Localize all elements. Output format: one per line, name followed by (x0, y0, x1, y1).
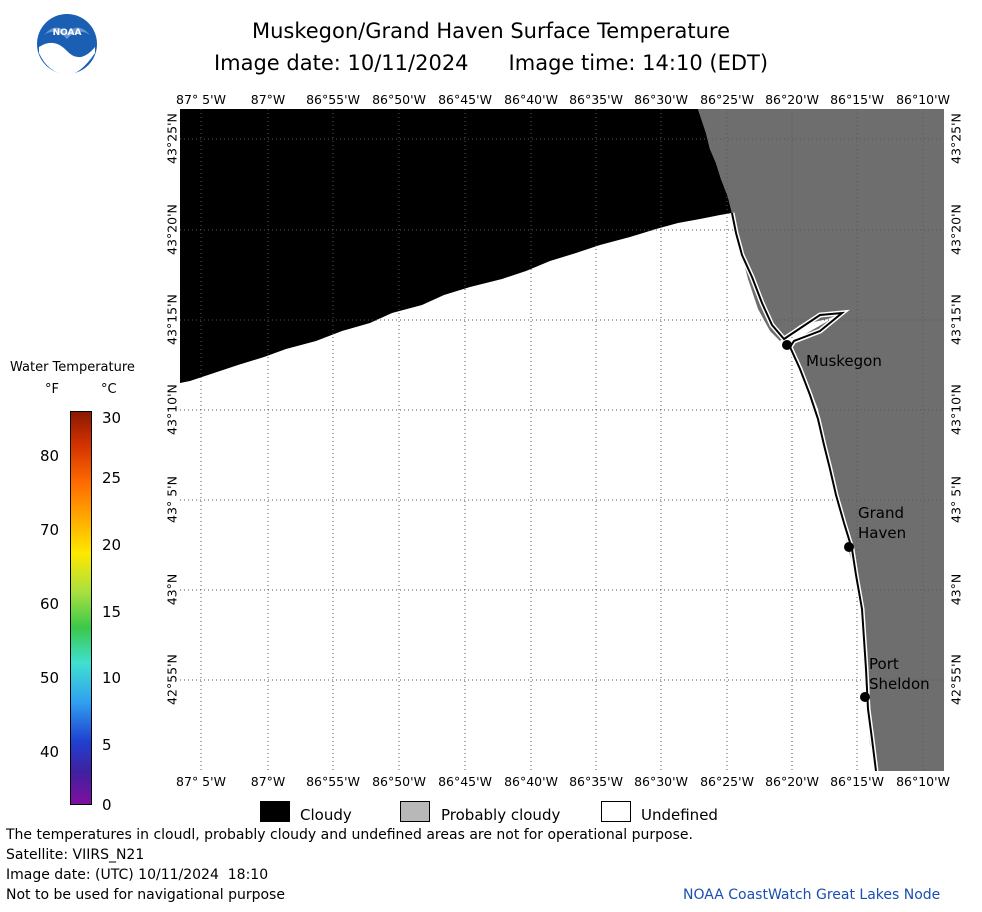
lat-tick-right-3: 43°10'N (948, 384, 964, 435)
lon-tick-top-1: 87°W (250, 92, 286, 107)
image-date-time: Image date: 10/11/2024 Image time: 14:10 … (0, 51, 982, 75)
lon-tick-bottom-1: 87°W (250, 774, 286, 789)
temperature-colorbar (70, 411, 92, 805)
footer-nav-warning: Not to be used for navigational purpose (6, 887, 285, 903)
lat-tick-right-2: 43°15'N (948, 294, 964, 345)
map-panel (180, 109, 944, 771)
lon-tick-bottom-8: 86°25'W (700, 774, 754, 789)
lat-tick-left-1: 43°20'N (164, 204, 180, 255)
lon-tick-top-11: 86°10'W (896, 92, 950, 107)
legend-label-probably-cloudy: Probably cloudy (441, 806, 561, 824)
lon-tick-top-2: 86°55'W (306, 92, 360, 107)
lon-tick-bottom-11: 86°10'W (896, 774, 950, 789)
colorbar-c-tick-1: 25 (102, 469, 122, 487)
lon-tick-top-0: 87° 5'W (176, 92, 226, 107)
colorbar-f-tick-2: 60 (40, 595, 60, 613)
lat-tick-right-0: 43°25'N (948, 113, 964, 164)
noaa-logo: NOAA (36, 13, 98, 75)
city-label-port-sheldon: Port Sheldon (869, 655, 930, 693)
grand-haven-marker (844, 542, 854, 552)
shoreline-line (731, 212, 877, 771)
lon-tick-bottom-9: 86°20'W (765, 774, 819, 789)
lon-tick-top-3: 86°50'W (372, 92, 426, 107)
colorbar-unit-c: °C (101, 382, 117, 397)
colorbar-c-tick-4: 10 (102, 669, 122, 687)
image-date-label: Image date: 10/11/2024 (213, 51, 469, 75)
lat-tick-right-6: 42°55'N (948, 654, 964, 705)
image-time-label: Image time: 14:10 (EDT) (508, 51, 769, 75)
colorbar-unit-f: °F (45, 382, 59, 397)
lon-tick-bottom-0: 87° 5'W (176, 774, 226, 789)
probably-cloudy-region (698, 109, 944, 771)
colorbar-f-tick-0: 80 (40, 447, 60, 465)
footer-disclaimer: The temperatures in cloudl, probably clo… (6, 827, 693, 843)
lon-tick-top-5: 86°40'W (504, 92, 558, 107)
lon-tick-top-7: 86°30'W (634, 92, 688, 107)
lon-tick-bottom-5: 86°40'W (504, 774, 558, 789)
page-title: Muskegon/Grand Haven Surface Temperature (251, 19, 731, 43)
colorbar-c-tick-3: 15 (102, 603, 122, 621)
footer-utc-date: Image date: (UTC) 10/11/2024 18:10 (6, 867, 269, 883)
legend-label-cloudy: Cloudy (300, 806, 352, 824)
colorbar-f-tick-3: 50 (40, 669, 60, 687)
noaa-logo-text: NOAA (53, 28, 82, 38)
colorbar-c-tick-6: 0 (102, 796, 112, 814)
lon-tick-top-9: 86°20'W (765, 92, 819, 107)
lat-tick-left-3: 43°10'N (164, 384, 180, 435)
lon-tick-top-8: 86°25'W (700, 92, 754, 107)
cloudy-region (180, 109, 732, 383)
lon-tick-top-4: 86°45'W (438, 92, 492, 107)
lat-tick-left-2: 43°15'N (164, 294, 180, 345)
colorbar-c-tick-2: 20 (102, 536, 122, 554)
lon-tick-bottom-4: 86°45'W (438, 774, 492, 789)
legend-label-undefined: Undefined (641, 806, 718, 824)
port-sheldon-marker (860, 692, 870, 702)
city-label-muskegon: Muskegon (806, 352, 882, 370)
colorbar-f-tick-1: 70 (40, 521, 60, 539)
lat-tick-left-6: 42°55'N (164, 654, 180, 705)
colorbar-f-tick-4: 40 (40, 743, 60, 761)
legend-swatch-probably-cloudy (400, 801, 430, 822)
muskegon-marker (782, 340, 792, 350)
footer-credit: NOAA CoastWatch Great Lakes Node (683, 887, 941, 903)
lat-tick-right-4: 43° 5'N (948, 476, 964, 523)
lon-tick-bottom-10: 86°15'W (830, 774, 884, 789)
lon-tick-bottom-2: 86°55'W (306, 774, 360, 789)
lon-tick-bottom-6: 86°35'W (569, 774, 623, 789)
colorbar-title: Water Temperature (10, 360, 135, 375)
legend-swatch-cloudy (260, 801, 290, 822)
lat-tick-left-5: 43°N (164, 573, 180, 606)
lon-tick-top-6: 86°35'W (569, 92, 623, 107)
lon-tick-top-10: 86°15'W (830, 92, 884, 107)
lat-tick-left-4: 43° 5'N (164, 476, 180, 523)
lat-tick-right-1: 43°20'N (948, 204, 964, 255)
lon-tick-bottom-3: 86°50'W (372, 774, 426, 789)
colorbar-c-tick-5: 5 (102, 736, 112, 754)
lon-tick-bottom-7: 86°30'W (634, 774, 688, 789)
legend-swatch-undefined (601, 801, 631, 822)
lat-tick-left-0: 43°25'N (164, 113, 180, 164)
footer-satellite: Satellite: VIIRS_N21 (6, 847, 145, 863)
colorbar-c-tick-0: 30 (102, 409, 122, 427)
city-label-grand-haven: Grand Haven (858, 504, 907, 542)
lat-tick-right-5: 43°N (948, 573, 964, 606)
